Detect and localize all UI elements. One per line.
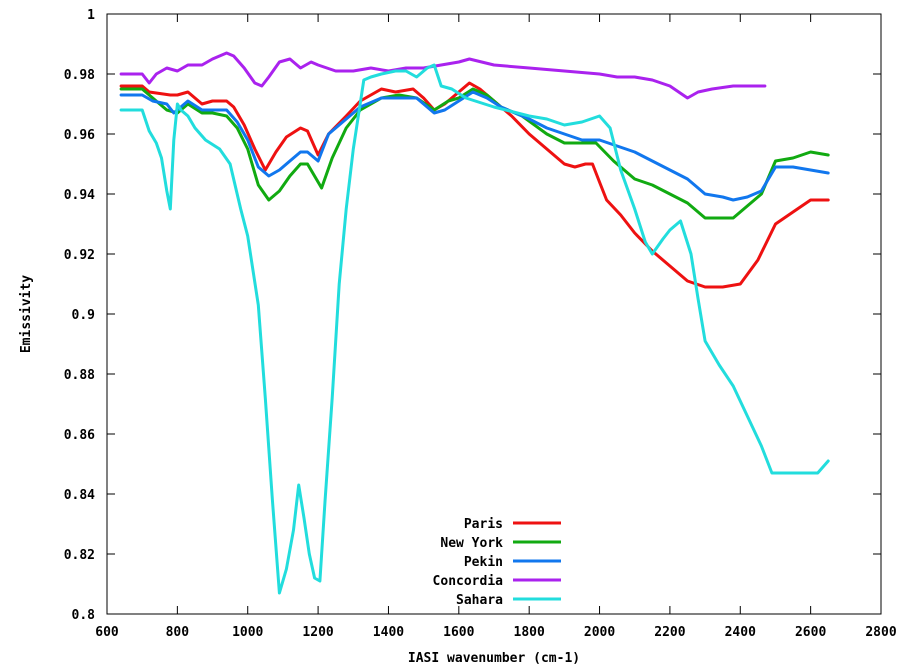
x-tick-label: 2600: [795, 625, 826, 640]
series-line-pekin: [119, 90, 830, 202]
x-tick-label: 1600: [443, 625, 474, 640]
x-tick-label: 1000: [232, 625, 263, 640]
x-axis-label: IASI wavenumber (cm-1): [408, 651, 580, 666]
series-line-sahara: [119, 63, 830, 595]
y-tick-label: 0.92: [64, 248, 95, 263]
legend: Paris New York Pekin Concordia Sahara: [433, 517, 561, 608]
y-tick-label: 0.8: [72, 608, 96, 623]
y-tick-label: 0.88: [64, 368, 95, 383]
legend-label-paris: Paris: [464, 517, 503, 532]
y-axis-label: Emissivity: [19, 275, 34, 353]
x-tick-label: 800: [166, 625, 190, 640]
x-tick-label: 2000: [584, 625, 615, 640]
y-tick-label: 0.96: [64, 128, 95, 143]
y-tick-label: 0.86: [64, 428, 95, 443]
x-tick-label: 600: [95, 625, 119, 640]
series-line-concordia: [119, 51, 767, 100]
y-tick-label: 1: [87, 8, 95, 23]
legend-label-concordia: Concordia: [433, 574, 504, 589]
x-tick-label: 2200: [654, 625, 685, 640]
series-line-paris: [119, 81, 830, 289]
legend-label-pekin: Pekin: [464, 555, 503, 570]
series-line-new-york: [119, 87, 830, 220]
x-tick-label: 1200: [302, 625, 333, 640]
y-tick-label: 0.9: [72, 308, 95, 323]
y-axis: 0.8 0.82 0.84 0.86 0.88 0.9 0.92 0.94 0.96 0.98 1: [64, 8, 881, 623]
legend-label-sahara: Sahara: [456, 593, 503, 608]
x-tick-label: 2400: [725, 625, 756, 640]
y-tick-label: 0.84: [64, 488, 95, 503]
series-lines: [119, 51, 830, 595]
x-axis: 600 800 1000 1200 1400 1600 1800 2000 2200 2400 26…: [95, 14, 897, 640]
y-tick-label: 0.94: [64, 188, 95, 203]
y-tick-label: 0.98: [64, 68, 95, 83]
x-tick-label: 2800: [865, 625, 896, 640]
legend-label-new-york: New York: [440, 536, 503, 551]
y-tick-label: 0.82: [64, 548, 95, 563]
x-tick-label: 1800: [514, 625, 545, 640]
x-tick-label: 1400: [373, 625, 404, 640]
